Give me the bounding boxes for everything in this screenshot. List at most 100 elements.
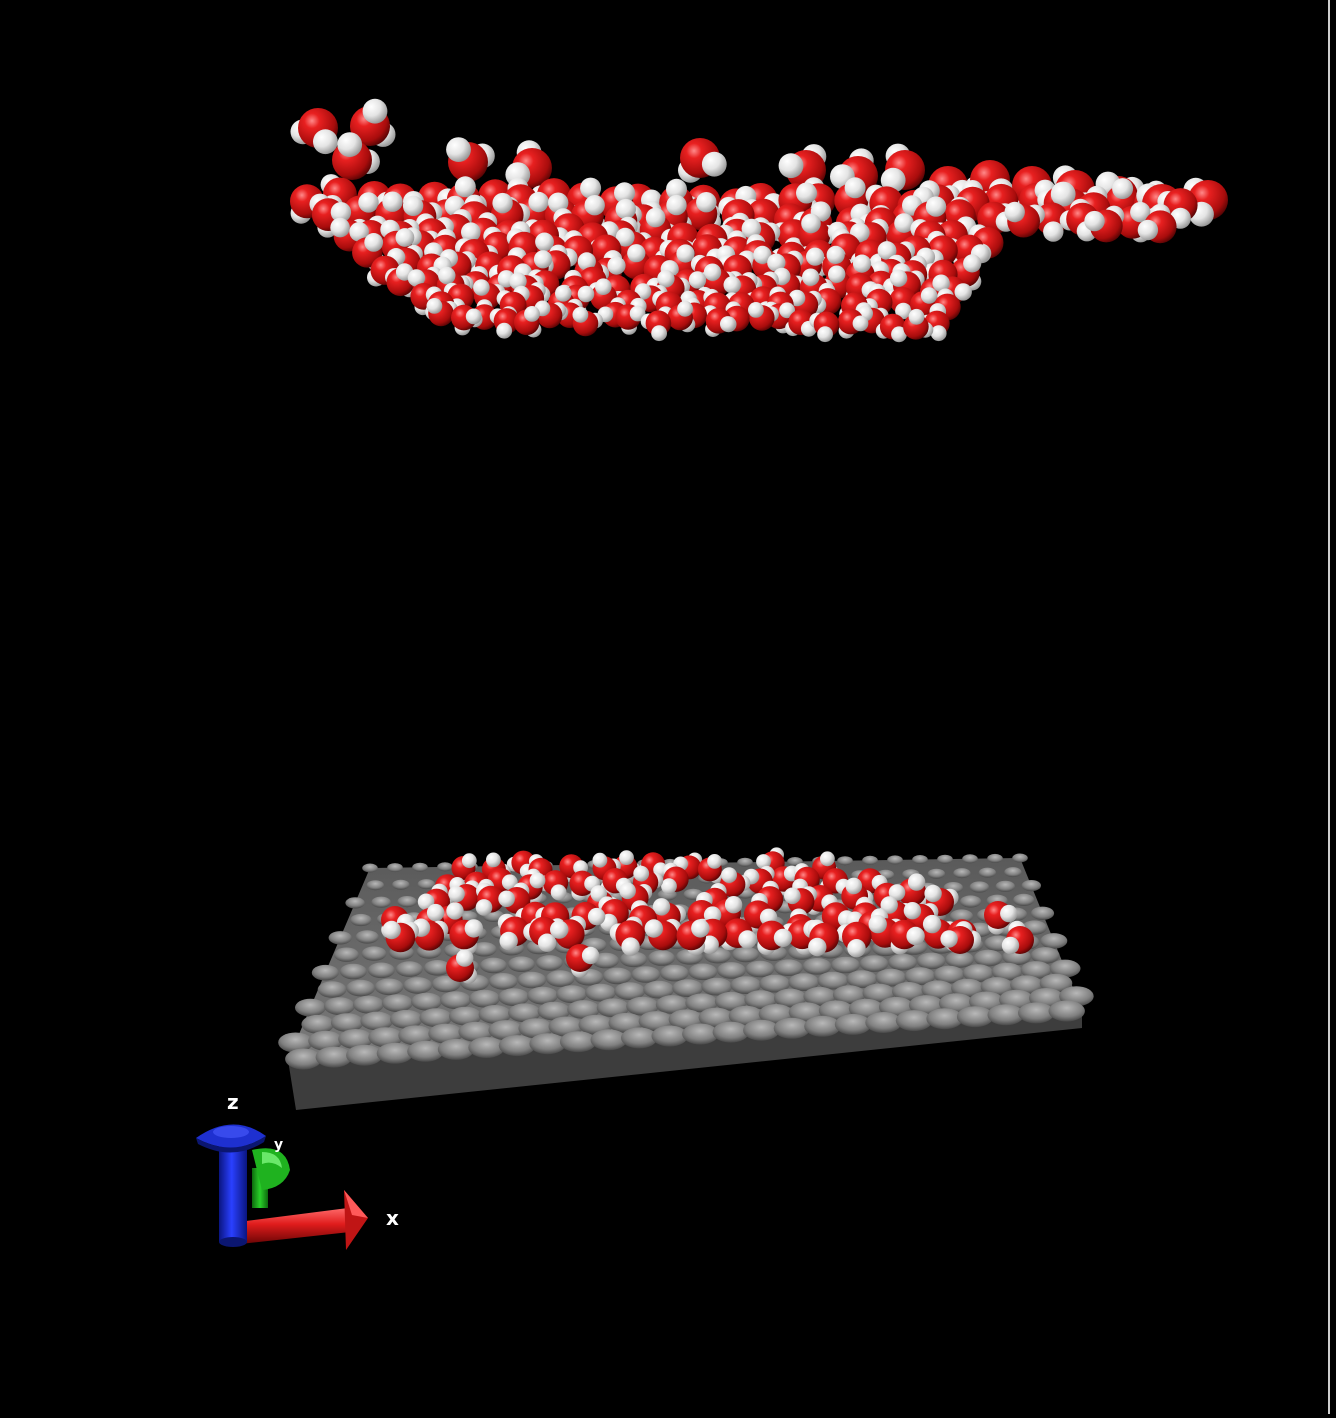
surface-bump bbox=[317, 981, 347, 998]
hydrogen-atom bbox=[808, 937, 827, 957]
hydrogen-atom bbox=[629, 305, 646, 322]
water-molecule bbox=[837, 308, 869, 339]
water-molecule bbox=[875, 313, 907, 343]
hydrogen-atom bbox=[920, 287, 938, 304]
hydrogen-atom bbox=[651, 325, 667, 342]
hydrogen-atom bbox=[688, 271, 707, 289]
hydrogen-atom bbox=[473, 279, 490, 296]
hydrogen-atom bbox=[619, 850, 634, 865]
hydrogen-atom bbox=[535, 232, 554, 252]
adsorbed-water-layer bbox=[381, 847, 1034, 984]
surface-bump bbox=[714, 991, 748, 1011]
surface-bump bbox=[498, 988, 529, 1006]
hydrogen-atom bbox=[461, 853, 477, 869]
hydrogen-atom bbox=[677, 300, 693, 317]
surface-bump bbox=[730, 976, 762, 994]
surface-bump bbox=[324, 997, 355, 1015]
hydrogen-atom bbox=[330, 202, 352, 223]
surface-bump bbox=[660, 964, 689, 982]
surface-bump bbox=[346, 979, 375, 997]
hydrogen-atom bbox=[773, 928, 793, 948]
surface-bump bbox=[1049, 959, 1081, 978]
surface-bump bbox=[469, 989, 500, 1008]
hydrogen-atom bbox=[852, 254, 872, 273]
surface-bump bbox=[926, 1008, 963, 1030]
water-molecule bbox=[1157, 188, 1198, 229]
hydrogen-atom bbox=[395, 228, 415, 247]
surface-bump bbox=[437, 1038, 475, 1060]
surface-bump bbox=[278, 1032, 313, 1053]
surface-bump bbox=[832, 985, 866, 1005]
surface-bump bbox=[1012, 853, 1028, 863]
hydrogen-atom bbox=[446, 137, 471, 163]
surface-bump bbox=[626, 996, 659, 1016]
surface-bump bbox=[390, 1009, 423, 1029]
surface-bump bbox=[428, 1023, 463, 1044]
surface-bump bbox=[353, 995, 384, 1014]
surface-bump bbox=[865, 1012, 902, 1033]
hydrogen-atom bbox=[633, 865, 650, 882]
surface-bump bbox=[498, 1035, 536, 1057]
hydrogen-atom bbox=[894, 213, 914, 233]
surface-bump bbox=[311, 964, 339, 981]
surface-bump bbox=[301, 1014, 335, 1034]
hydrogen-atom bbox=[767, 253, 786, 272]
surface-bump bbox=[397, 896, 417, 908]
surface-bump bbox=[892, 982, 925, 1001]
surface-bump bbox=[423, 960, 451, 976]
hydrogen-atom bbox=[550, 920, 569, 939]
water-molecule bbox=[720, 918, 757, 951]
hydrogen-atom bbox=[528, 191, 549, 213]
surface-bump bbox=[468, 1037, 505, 1058]
surface-bump bbox=[803, 986, 836, 1006]
surface-bump bbox=[488, 1020, 523, 1041]
surface-bump bbox=[888, 953, 917, 971]
hydrogen-atom bbox=[1137, 219, 1159, 241]
surface-bump bbox=[921, 980, 955, 1000]
water-molecule bbox=[290, 108, 338, 155]
water-molecule bbox=[615, 304, 646, 335]
hydrogen-atom bbox=[607, 256, 626, 275]
hydrogen-atom bbox=[615, 227, 635, 247]
hydrogen-atom bbox=[1050, 181, 1076, 207]
water-molecule bbox=[513, 306, 542, 338]
water-molecule bbox=[676, 919, 710, 956]
hydrogen-atom bbox=[580, 177, 602, 199]
window-edge-divider bbox=[1328, 0, 1330, 1414]
surface-bump bbox=[895, 1010, 933, 1032]
hydrogen-atom bbox=[461, 222, 481, 242]
water-molecule bbox=[332, 132, 380, 180]
surface-bump bbox=[366, 880, 384, 891]
water-molecule bbox=[609, 920, 645, 956]
hydrogen-atom bbox=[891, 326, 907, 343]
hydrogen-atom bbox=[1084, 210, 1105, 232]
surface-bump bbox=[973, 949, 1003, 967]
surface-bump bbox=[685, 993, 718, 1013]
hydrogen-atom bbox=[595, 278, 612, 296]
surface-bump bbox=[745, 960, 775, 978]
water-molecule bbox=[903, 308, 934, 340]
hydrogen-atom bbox=[691, 919, 710, 938]
water-molecule bbox=[784, 886, 817, 915]
surface-bump bbox=[1048, 1000, 1085, 1022]
surface-bump bbox=[1004, 867, 1022, 878]
surface-bump bbox=[387, 863, 403, 873]
surface-bump bbox=[590, 1029, 627, 1051]
hydrogen-atom bbox=[475, 899, 493, 916]
surface-bump bbox=[774, 959, 803, 976]
surface-bump bbox=[732, 946, 760, 963]
surface-bump bbox=[759, 974, 791, 993]
surface-bump bbox=[1010, 975, 1043, 995]
surface-bump bbox=[508, 1003, 541, 1023]
hydrogen-atom bbox=[426, 298, 443, 314]
water-molecule bbox=[697, 854, 724, 884]
surface-bump bbox=[834, 1013, 872, 1035]
water-molecule bbox=[880, 143, 925, 193]
water-molecule bbox=[809, 311, 840, 343]
water-molecule bbox=[475, 882, 504, 916]
surface-bump bbox=[1021, 880, 1041, 892]
surface-bump bbox=[367, 962, 395, 979]
hydrogen-atom bbox=[954, 283, 972, 301]
surface-bump bbox=[682, 1023, 719, 1045]
